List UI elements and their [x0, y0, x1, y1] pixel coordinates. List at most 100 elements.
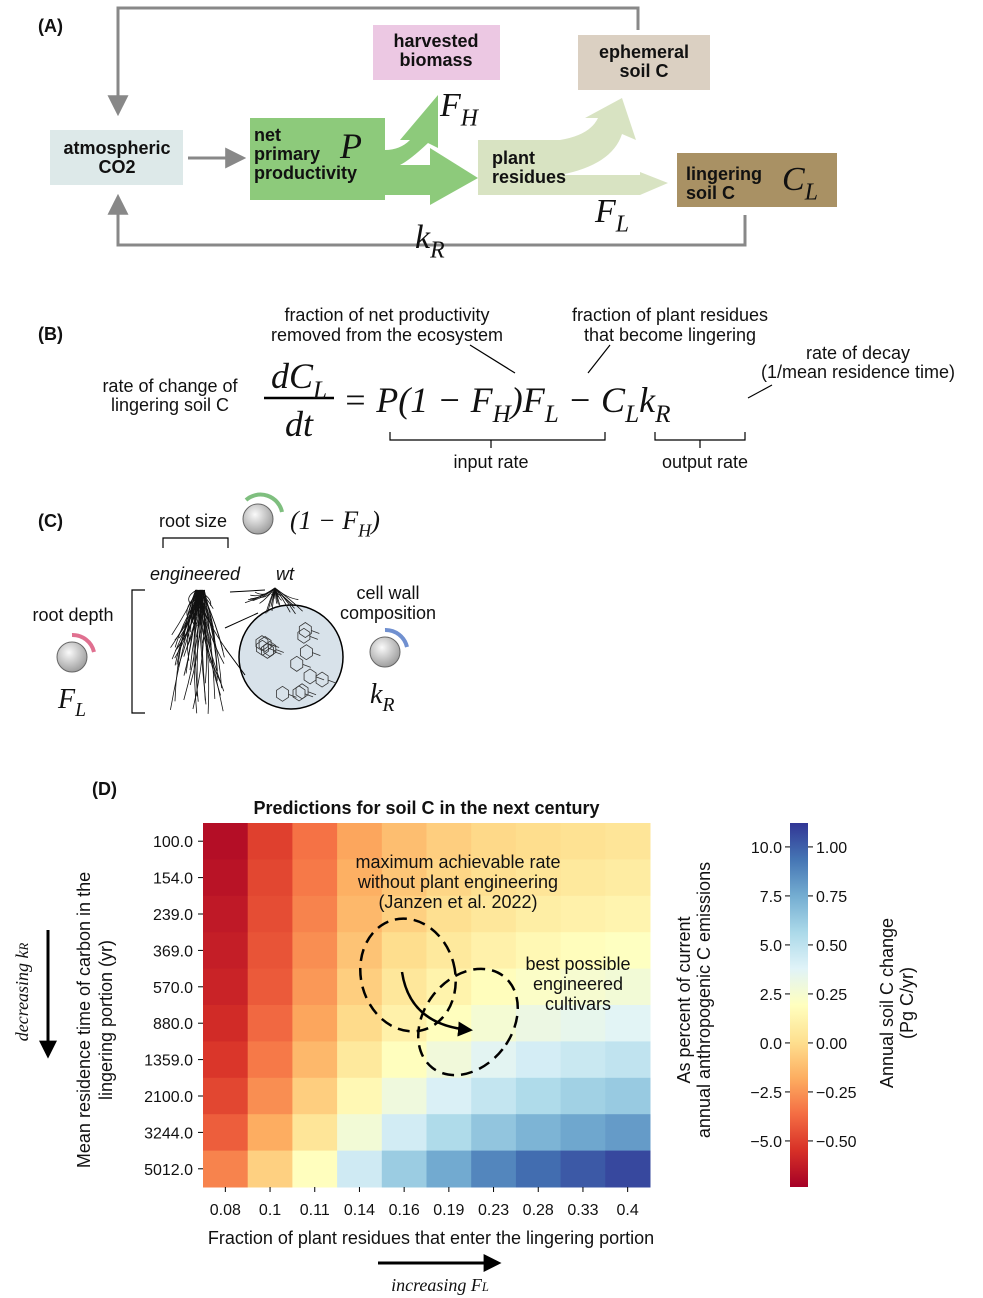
bracket-label: output rate	[662, 452, 748, 472]
subscript: R	[429, 238, 445, 264]
annotation: lingering soil C	[111, 395, 229, 415]
heat-cell	[605, 859, 650, 896]
heat-cell	[203, 1114, 248, 1151]
colorbar-tick-label: 0.0	[760, 1036, 782, 1053]
node-label: primary	[254, 144, 320, 164]
math-text: k	[415, 219, 431, 256]
heat-cell	[471, 932, 516, 969]
math-text: F	[439, 87, 462, 124]
subscript: R	[381, 695, 394, 716]
bracket-label: input rate	[453, 452, 528, 472]
node-label: atmospheric	[63, 138, 170, 158]
bracket	[390, 432, 605, 448]
subscript: H	[460, 106, 480, 132]
heat-cell	[427, 1078, 472, 1115]
y-tick-label: 880.0	[153, 1016, 193, 1033]
y-tick-label: 100.0	[153, 834, 193, 851]
colorbar-tick-label: 0.00	[816, 1036, 847, 1053]
symbol: FL	[594, 193, 629, 238]
pointer	[748, 385, 772, 398]
heat-cell	[203, 1151, 248, 1188]
colorbar-title: Annual soil C change	[877, 918, 897, 1088]
math-text: k	[370, 679, 383, 710]
colorbar-tick-label: 10.0	[751, 840, 782, 857]
annotation: cultivars	[545, 994, 611, 1014]
heat-cell	[561, 1078, 606, 1115]
knob-symbol: kR	[370, 679, 394, 716]
heat-cell	[516, 1114, 561, 1151]
colorbar	[790, 823, 808, 1187]
heat-cell	[605, 896, 650, 933]
heat-cell	[337, 1078, 382, 1115]
y-axis-title: lingering portion (yr)	[96, 940, 116, 1100]
heat-cell	[516, 1078, 561, 1115]
annotation: rate of decay	[806, 343, 910, 363]
label: composition	[340, 603, 436, 623]
annotation: that become lingering	[584, 325, 756, 345]
label: wt	[276, 564, 295, 584]
heat-cell	[382, 932, 427, 969]
node-label: residues	[492, 167, 566, 187]
heat-cell	[292, 969, 337, 1006]
subscript: H	[492, 401, 513, 428]
subscript: L	[312, 377, 327, 404]
node-label: plant	[492, 148, 535, 168]
knob	[243, 504, 273, 534]
heat-cell	[203, 969, 248, 1006]
node-label: ephemeral	[599, 42, 689, 62]
heat-cell	[292, 932, 337, 969]
y-tick-label: 239.0	[153, 907, 193, 924]
heat-cell	[471, 969, 516, 1006]
x-tick-label: 0.23	[478, 1202, 509, 1219]
heat-cell	[471, 1114, 516, 1151]
heat-cell	[337, 1041, 382, 1078]
heat-cell	[203, 859, 248, 896]
heat-cell	[203, 1005, 248, 1042]
colorbar-title: (Pg C/yr)	[897, 967, 917, 1039]
heat-cell	[292, 1041, 337, 1078]
heat-cell	[337, 1114, 382, 1151]
colorbar-tick-label: 0.25	[816, 987, 847, 1004]
math-text: P	[339, 126, 362, 166]
heat-cell	[516, 1041, 561, 1078]
panel-d	[48, 823, 651, 1263]
y-axis-title: Mean residence time of carbon in the	[74, 872, 94, 1168]
heat-cell	[248, 896, 293, 933]
x-tick-label: 0.1	[259, 1202, 281, 1219]
heat-cell	[292, 1078, 337, 1115]
node-label: soil C	[686, 183, 735, 203]
subscript: R	[654, 401, 670, 428]
math-text: C	[782, 161, 805, 198]
annotation: maximum achievable rate	[355, 852, 560, 872]
colorbar-tick-label: 0.50	[816, 938, 847, 955]
x-tick-label: 0.28	[523, 1202, 554, 1219]
x-tick-label: 0.16	[389, 1202, 420, 1219]
colorbar-title: annual anthropogenic C emissions	[694, 862, 714, 1138]
heat-cell	[248, 1005, 293, 1042]
colorbar-tick-label: 2.5	[760, 987, 782, 1004]
panel-label: (B)	[38, 324, 63, 344]
x-tick-label: 0.11	[300, 1202, 330, 1219]
heat-cell	[516, 1151, 561, 1188]
heat-cell	[605, 1005, 650, 1042]
heat-cell	[292, 859, 337, 896]
colorbar-tick-label: 5.0	[760, 938, 782, 955]
heat-cell	[292, 896, 337, 933]
cell-wall-zoom	[239, 605, 343, 709]
pointer	[588, 345, 610, 373]
annotation: fraction of plant residues	[572, 305, 768, 325]
node-label: harvested	[393, 31, 478, 51]
x-tick-label: 0.19	[433, 1202, 464, 1219]
bracket	[655, 432, 745, 448]
colorbar-title: As percent of current	[674, 916, 694, 1083]
colorbar-tick-label: −5.0	[750, 1134, 782, 1151]
heat-cell	[203, 932, 248, 969]
heat-cell	[471, 1078, 516, 1115]
x-tick-label: 0.08	[210, 1202, 241, 1219]
heat-cell	[337, 896, 382, 933]
pointer	[470, 345, 515, 373]
heat-cell	[292, 823, 337, 860]
panel-label: (D)	[92, 779, 117, 799]
heat-cell	[605, 1151, 650, 1188]
panel-label: (A)	[38, 16, 63, 36]
